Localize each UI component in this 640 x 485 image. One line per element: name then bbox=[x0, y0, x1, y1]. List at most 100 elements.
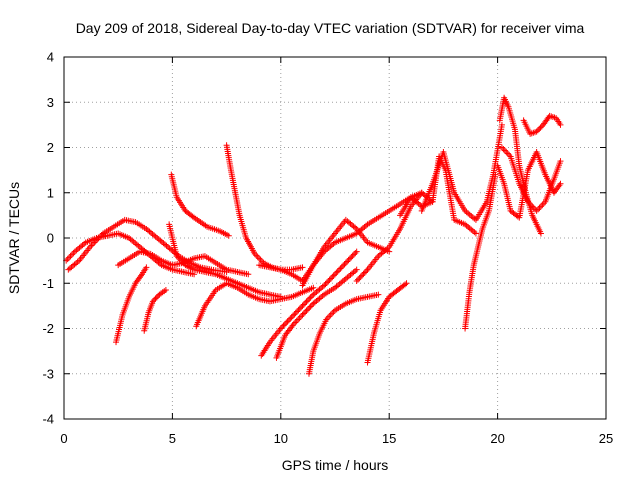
data-point bbox=[332, 271, 338, 278]
data-point bbox=[403, 280, 410, 287]
data-point bbox=[304, 297, 311, 304]
data-track bbox=[498, 144, 564, 214]
y-tick-label: 2 bbox=[47, 140, 54, 155]
data-point bbox=[402, 281, 409, 288]
data-point bbox=[557, 121, 564, 128]
data-point bbox=[189, 213, 196, 220]
data-point bbox=[350, 251, 357, 258]
data-point bbox=[359, 272, 366, 279]
data-point bbox=[492, 171, 499, 178]
data-point bbox=[152, 295, 159, 302]
data-point bbox=[291, 311, 298, 318]
data-point bbox=[534, 127, 541, 134]
data-track bbox=[63, 230, 198, 278]
data-point bbox=[295, 307, 302, 314]
data-track bbox=[494, 149, 564, 221]
data-point bbox=[345, 257, 352, 264]
data-point bbox=[329, 274, 336, 281]
data-point bbox=[325, 278, 332, 285]
data-point bbox=[537, 230, 544, 237]
data-point bbox=[308, 292, 315, 299]
y-ticks: -4 -3 -2 -1 0 1 2 3 4 bbox=[42, 50, 606, 427]
data-point bbox=[245, 271, 252, 278]
data-track bbox=[305, 291, 382, 377]
data-point bbox=[300, 310, 307, 317]
data-point bbox=[149, 298, 156, 305]
data-point bbox=[322, 281, 329, 288]
data-point bbox=[353, 266, 360, 273]
data-point bbox=[292, 309, 299, 316]
data-track bbox=[193, 280, 317, 330]
data-point bbox=[337, 265, 344, 272]
data-point bbox=[341, 261, 348, 268]
data-point bbox=[363, 268, 370, 275]
data-point bbox=[298, 304, 305, 311]
data-point bbox=[344, 258, 351, 265]
x-tick-label: 0 bbox=[60, 431, 67, 446]
chart-title: Day 209 of 2018, Sidereal Day-to-day VTE… bbox=[76, 20, 585, 36]
data-point bbox=[307, 303, 314, 310]
data-point bbox=[338, 264, 345, 271]
data-track bbox=[141, 287, 169, 334]
data-track bbox=[166, 221, 284, 300]
data-track bbox=[520, 112, 564, 137]
x-axis-label: GPS time / hours bbox=[282, 457, 389, 473]
data-point bbox=[346, 255, 353, 262]
data-point bbox=[355, 276, 362, 283]
data-point bbox=[143, 264, 150, 271]
x-ticks: 0 5 10 15 20 25 bbox=[60, 57, 613, 446]
data-track bbox=[496, 94, 544, 237]
data-point bbox=[300, 301, 307, 308]
data-point bbox=[306, 304, 313, 311]
y-tick-label: -4 bbox=[42, 412, 54, 427]
data-layer bbox=[63, 94, 564, 377]
x-tick-label: 5 bbox=[169, 431, 176, 446]
data-point bbox=[326, 276, 333, 283]
data-point bbox=[153, 294, 160, 301]
data-point bbox=[327, 275, 334, 282]
data-point bbox=[281, 321, 288, 328]
data-point bbox=[357, 273, 364, 280]
data-point bbox=[352, 249, 359, 256]
data-track bbox=[273, 266, 360, 361]
data-point bbox=[349, 252, 356, 259]
data-point bbox=[321, 282, 328, 289]
y-tick-label: 0 bbox=[47, 231, 54, 246]
y-tick-label: -2 bbox=[42, 321, 54, 336]
data-point bbox=[287, 315, 294, 322]
data-point bbox=[333, 269, 340, 276]
data-point bbox=[557, 180, 564, 187]
x-tick-label: 20 bbox=[490, 431, 504, 446]
data-track bbox=[462, 171, 499, 332]
data-point bbox=[225, 232, 232, 239]
y-axis-label: SDTVAR / TECUs bbox=[6, 182, 22, 294]
data-point bbox=[330, 272, 337, 279]
data-point bbox=[323, 279, 330, 286]
y-tick-label: 4 bbox=[47, 50, 54, 65]
data-point bbox=[537, 124, 544, 131]
data-point bbox=[162, 287, 169, 294]
data-track bbox=[364, 280, 410, 366]
x-tick-label: 10 bbox=[274, 431, 288, 446]
data-point bbox=[353, 248, 360, 255]
data-point bbox=[342, 259, 349, 266]
data-point bbox=[306, 295, 313, 302]
data-track bbox=[65, 216, 230, 275]
data-point bbox=[334, 268, 341, 275]
data-track bbox=[115, 248, 252, 278]
data-point bbox=[279, 324, 286, 331]
data-track bbox=[418, 121, 505, 223]
data-point bbox=[340, 262, 347, 269]
data-point bbox=[277, 325, 284, 332]
data-point bbox=[304, 306, 311, 313]
y-tick-label: 3 bbox=[47, 95, 54, 110]
data-point bbox=[336, 266, 343, 273]
data-point bbox=[307, 294, 314, 301]
x-tick-label: 25 bbox=[599, 431, 613, 446]
y-tick-label: -1 bbox=[42, 276, 54, 291]
data-point bbox=[498, 121, 505, 128]
data-point bbox=[533, 128, 540, 135]
